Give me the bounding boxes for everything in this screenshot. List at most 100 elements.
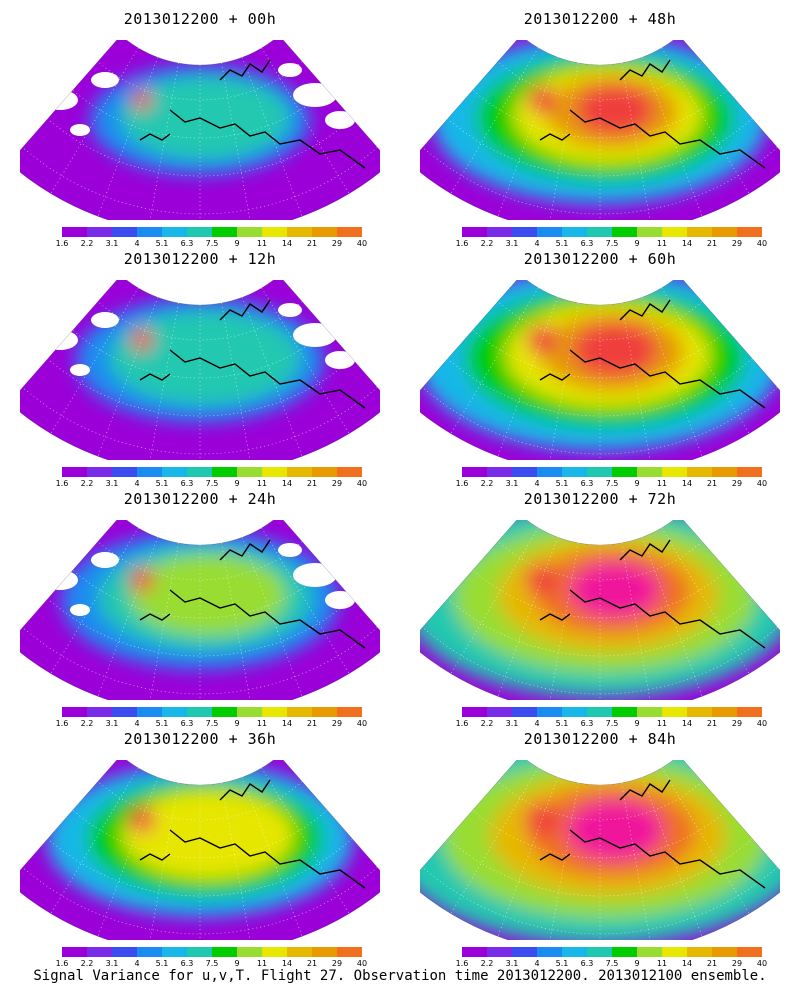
colorbar-swatch bbox=[237, 707, 262, 717]
colorbar-swatch bbox=[112, 707, 137, 717]
colorbar-tick-label: 3.1 bbox=[505, 239, 519, 248]
map-field bbox=[420, 760, 780, 940]
colorbar-tick-label: 7.5 bbox=[205, 479, 219, 488]
colorbar-tick-label: 6.3 bbox=[580, 719, 594, 728]
colorbar-swatch bbox=[737, 707, 762, 717]
colorbar-tick-label: 5.1 bbox=[155, 239, 169, 248]
colorbar-swatch bbox=[712, 467, 737, 477]
colorbar-swatch bbox=[687, 707, 712, 717]
colorbar-tick-label: 29 bbox=[331, 719, 343, 728]
colorbar-swatch bbox=[612, 707, 637, 717]
variance-blob bbox=[572, 323, 658, 377]
colorbar-swatch bbox=[587, 467, 612, 477]
variance-blob bbox=[565, 799, 665, 861]
colorbar-swatch bbox=[612, 227, 637, 237]
colorbar-tick-label: 21 bbox=[306, 959, 318, 968]
colorbar-tick-label: 2.2 bbox=[480, 959, 494, 968]
colorbar-tick-label: 14 bbox=[281, 719, 293, 728]
colorbar-tick-label: 3.1 bbox=[105, 479, 119, 488]
coastline bbox=[139, 59, 366, 169]
colorbar-swatch bbox=[62, 707, 87, 717]
colorbar-ticks: 1.6 2.2 3.1 4 5.1 6.3 7.5 9 11 14 21 29 40 bbox=[456, 719, 767, 729]
colorbar-swatch bbox=[562, 947, 587, 957]
missing-data-patch bbox=[293, 323, 337, 347]
colorbar-swatch bbox=[587, 227, 612, 237]
colorbar-ticks: 1.6 2.2 3.1 4 5.1 6.3 7.5 9 11 14 21 29 40 bbox=[56, 959, 367, 969]
colorbar-swatch bbox=[537, 467, 562, 477]
colorbar-swatch bbox=[462, 707, 487, 717]
map-panel: 2013012200 + 24h 1.6 2.2 3.1 4 5.1 6.3 7.5 9 11 14… bbox=[0, 485, 400, 730]
colorbar-tick-label: 40 bbox=[356, 479, 368, 488]
colorbar-tick-label: 21 bbox=[306, 239, 318, 248]
colorbar-swatch bbox=[112, 227, 137, 237]
colorbar-tick-label: 4 bbox=[534, 719, 540, 728]
map-field bbox=[420, 40, 780, 220]
missing-data-patch bbox=[42, 570, 78, 590]
colorbar-swatch bbox=[87, 707, 112, 717]
colorbar-tick-label: 21 bbox=[306, 479, 318, 488]
colorbar-swatch bbox=[737, 947, 762, 957]
colorbar-tick-label: 6.3 bbox=[580, 239, 594, 248]
colorbar-tick-label: 14 bbox=[681, 719, 693, 728]
colorbar-swatch bbox=[562, 467, 587, 477]
colorbar-tick-label: 2.2 bbox=[480, 719, 494, 728]
colorbar-tick-label: 40 bbox=[756, 479, 768, 488]
panel-title: 2013012200 + 48h bbox=[523, 10, 677, 28]
colorbar-swatch bbox=[112, 947, 137, 957]
colorbar-tick-label: 3.1 bbox=[505, 719, 519, 728]
panel-title: 2013012200 + 72h bbox=[523, 490, 677, 508]
colorbar-swatch bbox=[712, 227, 737, 237]
colorbar-tick-label: 14 bbox=[681, 959, 693, 968]
colorbar-tick-label: 4 bbox=[134, 239, 140, 248]
colorbar-swatch bbox=[562, 227, 587, 237]
colorbar-swatch bbox=[212, 467, 237, 477]
coastline bbox=[139, 539, 366, 649]
colorbar-tick-label: 40 bbox=[356, 959, 368, 968]
colorbar-tick-label: 6.3 bbox=[580, 959, 594, 968]
colorbar-swatch bbox=[187, 947, 212, 957]
colorbar-ticks: 1.6 2.2 3.1 4 5.1 6.3 7.5 9 11 14 21 29 40 bbox=[56, 479, 367, 489]
colorbar-tick-label: 4 bbox=[134, 719, 140, 728]
colorbar-tick-label: 1.6 bbox=[455, 479, 469, 488]
map-field bbox=[20, 520, 380, 700]
colorbar-swatch bbox=[87, 467, 112, 477]
colorbar-tick-label: 9 bbox=[634, 479, 640, 488]
colorbar-swatch bbox=[112, 467, 137, 477]
map-panel: 2013012200 + 72h 1.6 2.2 3.1 4 5.1 6.3 7.5 9 11 14… bbox=[400, 485, 800, 730]
missing-data-patch bbox=[325, 591, 355, 609]
colorbar-tick-label: 9 bbox=[634, 239, 640, 248]
colorbar-swatch bbox=[287, 467, 312, 477]
missing-data-patch bbox=[325, 351, 355, 369]
colorbar-tick-label: 1.6 bbox=[55, 239, 69, 248]
colorbar-tick-label: 4 bbox=[534, 959, 540, 968]
colorbar-tick-label: 7.5 bbox=[205, 959, 219, 968]
variance-blob bbox=[568, 561, 662, 619]
colorbar-swatch bbox=[587, 947, 612, 957]
colorbar-tick-label: 29 bbox=[331, 959, 343, 968]
map-panel: 2013012200 + 84h 1.6 2.2 3.1 4 5.1 6.3 7.5 9 11 14… bbox=[400, 725, 800, 970]
missing-data-patch bbox=[70, 604, 90, 616]
colorbar-ticks: 1.6 2.2 3.1 4 5.1 6.3 7.5 9 11 14 21 29 40 bbox=[56, 239, 367, 249]
colorbar-swatch bbox=[162, 707, 187, 717]
colorbar-tick-label: 2.2 bbox=[80, 719, 94, 728]
colorbar-tick-label: 9 bbox=[234, 959, 240, 968]
missing-data-patch bbox=[293, 563, 337, 587]
colorbar-tick-label: 40 bbox=[356, 719, 368, 728]
colorbar-swatch bbox=[312, 467, 337, 477]
colorbar-swatch bbox=[187, 467, 212, 477]
colorbar-swatch bbox=[462, 467, 487, 477]
colorbar-swatch bbox=[512, 467, 537, 477]
colorbar-swatch bbox=[212, 707, 237, 717]
colorbar-swatch bbox=[87, 947, 112, 957]
colorbar-swatch bbox=[237, 467, 262, 477]
colorbar-tick-label: 40 bbox=[356, 239, 368, 248]
colorbar-tick-label: 29 bbox=[731, 239, 743, 248]
variance-blob bbox=[129, 554, 287, 636]
colorbar-tick-label: 2.2 bbox=[80, 239, 94, 248]
colorbar-swatch bbox=[212, 227, 237, 237]
colorbar-swatch bbox=[262, 707, 287, 717]
colorbar-tick-label: 29 bbox=[731, 959, 743, 968]
colorbar-tick-label: 11 bbox=[656, 239, 668, 248]
colorbar-tick-label: 14 bbox=[281, 239, 293, 248]
colorbar-tick-label: 7.5 bbox=[205, 719, 219, 728]
